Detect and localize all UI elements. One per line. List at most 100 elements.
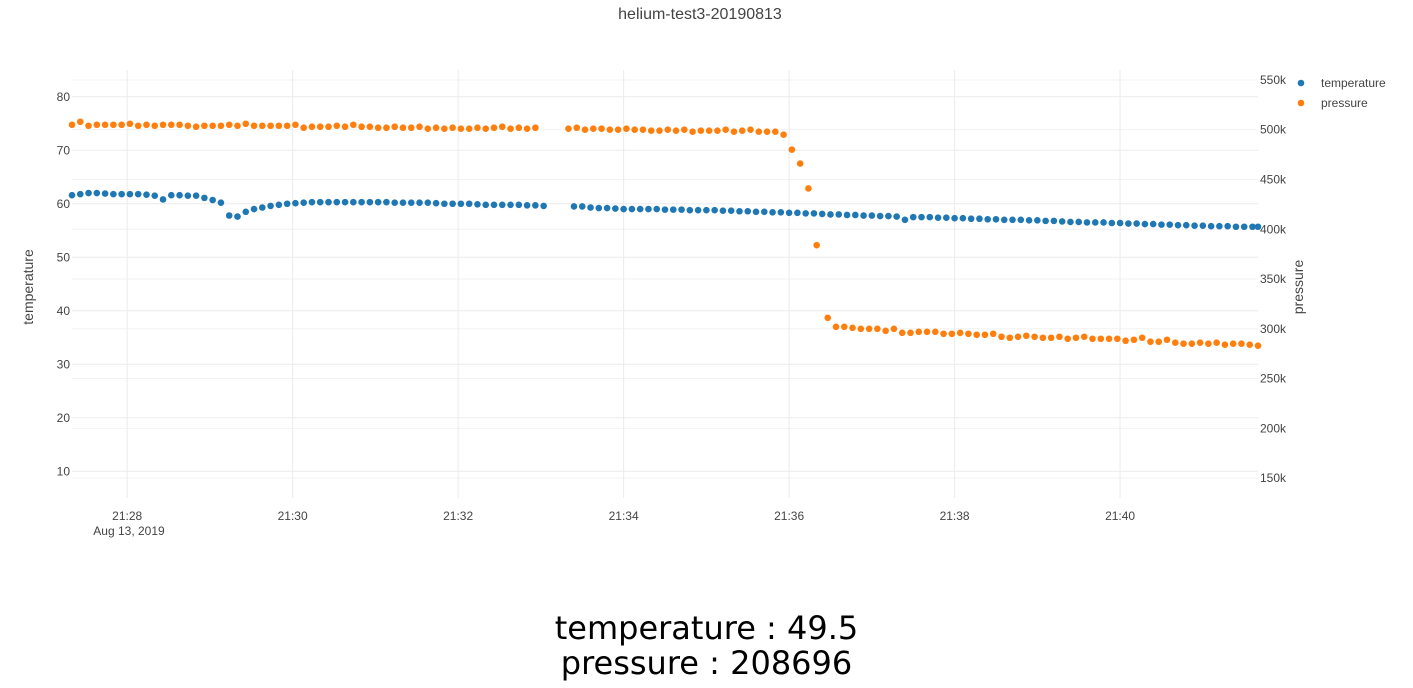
temperature-point <box>184 192 192 200</box>
temperature-point <box>134 190 142 198</box>
temperature-point <box>1199 222 1207 229</box>
temperature-point <box>603 204 611 212</box>
temperature-point <box>703 206 710 214</box>
temperature-point <box>943 214 950 221</box>
pressure-point <box>915 328 923 336</box>
pressure-point <box>1147 338 1154 346</box>
temperature-point <box>465 200 473 208</box>
pressure-point <box>1064 335 1071 343</box>
pressure-point <box>101 121 109 129</box>
pressure-point <box>432 124 440 132</box>
temperature-point <box>595 204 603 212</box>
grid <box>72 70 1258 498</box>
temperature-point <box>1067 218 1074 226</box>
pressure-point <box>849 324 856 332</box>
pressure-point <box>705 127 713 135</box>
pressure-point <box>1056 333 1063 341</box>
pressure-point <box>1171 339 1179 347</box>
temperature-point <box>636 205 644 213</box>
pressure-point <box>1014 333 1022 341</box>
temperature-point <box>374 198 382 206</box>
pressure-point <box>1180 340 1187 348</box>
pressure-point <box>755 128 763 136</box>
temperature-point <box>620 205 627 213</box>
pressure-readout: pressure : 208696 <box>560 644 853 682</box>
y-left-tick-label: 60 <box>57 197 71 211</box>
temperature-point <box>843 211 851 219</box>
pressure-point <box>93 121 101 129</box>
temperature-point <box>159 196 167 203</box>
pressure-point <box>407 124 415 132</box>
temperature-point <box>283 200 291 208</box>
pressure-point <box>614 126 622 134</box>
temperature-point <box>976 215 983 223</box>
temperature-point <box>678 206 685 213</box>
x-axis-date-label: Aug 13, 2019 <box>93 524 165 538</box>
pressure-point <box>68 121 76 129</box>
temperature-point <box>1108 219 1116 227</box>
temperature-point <box>1133 220 1140 227</box>
pressure-point <box>689 128 696 136</box>
pressure-point <box>283 122 291 130</box>
temperature-point <box>68 191 76 199</box>
y-right-tick-label: 500k <box>1260 123 1287 137</box>
pressure-point <box>416 123 423 131</box>
x-tick-label: 21:36 <box>774 509 804 523</box>
temperature-point <box>760 208 768 216</box>
pressure-point <box>532 124 539 132</box>
temperature-point <box>1025 217 1033 224</box>
pressure-point <box>250 122 258 130</box>
pressure-point <box>730 128 738 136</box>
temperature-point <box>407 199 415 206</box>
temperature-point <box>85 189 92 197</box>
pressure-point <box>300 124 307 132</box>
pressure-point <box>772 128 779 136</box>
y-left-tick-label: 50 <box>57 250 71 264</box>
temperature-point <box>612 205 619 212</box>
pressure-point <box>931 328 939 336</box>
temperature-point <box>810 210 818 217</box>
temperature-point <box>523 202 531 209</box>
pressure-point <box>1138 334 1146 342</box>
temperature-point <box>308 198 316 206</box>
y-right-tick-label: 150k <box>1260 471 1287 485</box>
pressure-point <box>1163 336 1171 344</box>
pressure-point <box>449 124 456 132</box>
temperature-point <box>275 201 283 209</box>
pressure-point <box>118 121 125 129</box>
temperature-point <box>992 215 1000 223</box>
pressure-point <box>940 330 947 338</box>
y-right-tick-label: 250k <box>1260 372 1287 386</box>
temperature-point <box>300 199 307 206</box>
pressure-point <box>143 121 150 129</box>
temperature-point <box>1050 217 1058 225</box>
temperature-point <box>885 212 892 220</box>
pressure-point <box>333 122 341 130</box>
temperature-point <box>1017 216 1025 224</box>
pressure-point <box>956 329 964 337</box>
pressure-point <box>399 124 407 132</box>
pressure-point <box>874 325 881 333</box>
pressure-point <box>85 122 92 130</box>
temperature-point <box>250 205 258 213</box>
pressure-point <box>623 125 630 133</box>
y-left-tick-label: 10 <box>57 464 71 478</box>
temperature-point <box>909 213 917 221</box>
temperature-point <box>292 199 299 207</box>
temperature-point <box>507 201 514 209</box>
temperature-point <box>1166 221 1174 228</box>
temperature-point <box>984 215 992 223</box>
temperature-point <box>126 190 134 198</box>
legend: temperature pressure <box>1297 76 1386 110</box>
temperature-point <box>752 208 760 216</box>
temperature-point <box>1254 223 1262 231</box>
pressure-point <box>366 123 374 131</box>
temperature-point <box>1141 220 1149 228</box>
x-tick-label: 21:32 <box>443 509 473 523</box>
pressure-point <box>965 330 972 338</box>
x-axis: 21:28 21:30 21:32 21:34 21:36 21:38 21:40 <box>112 509 1135 523</box>
temperature-point <box>661 206 669 213</box>
temperature-point <box>727 207 735 215</box>
temperature-point <box>934 214 942 221</box>
pressure-point <box>1130 336 1138 344</box>
